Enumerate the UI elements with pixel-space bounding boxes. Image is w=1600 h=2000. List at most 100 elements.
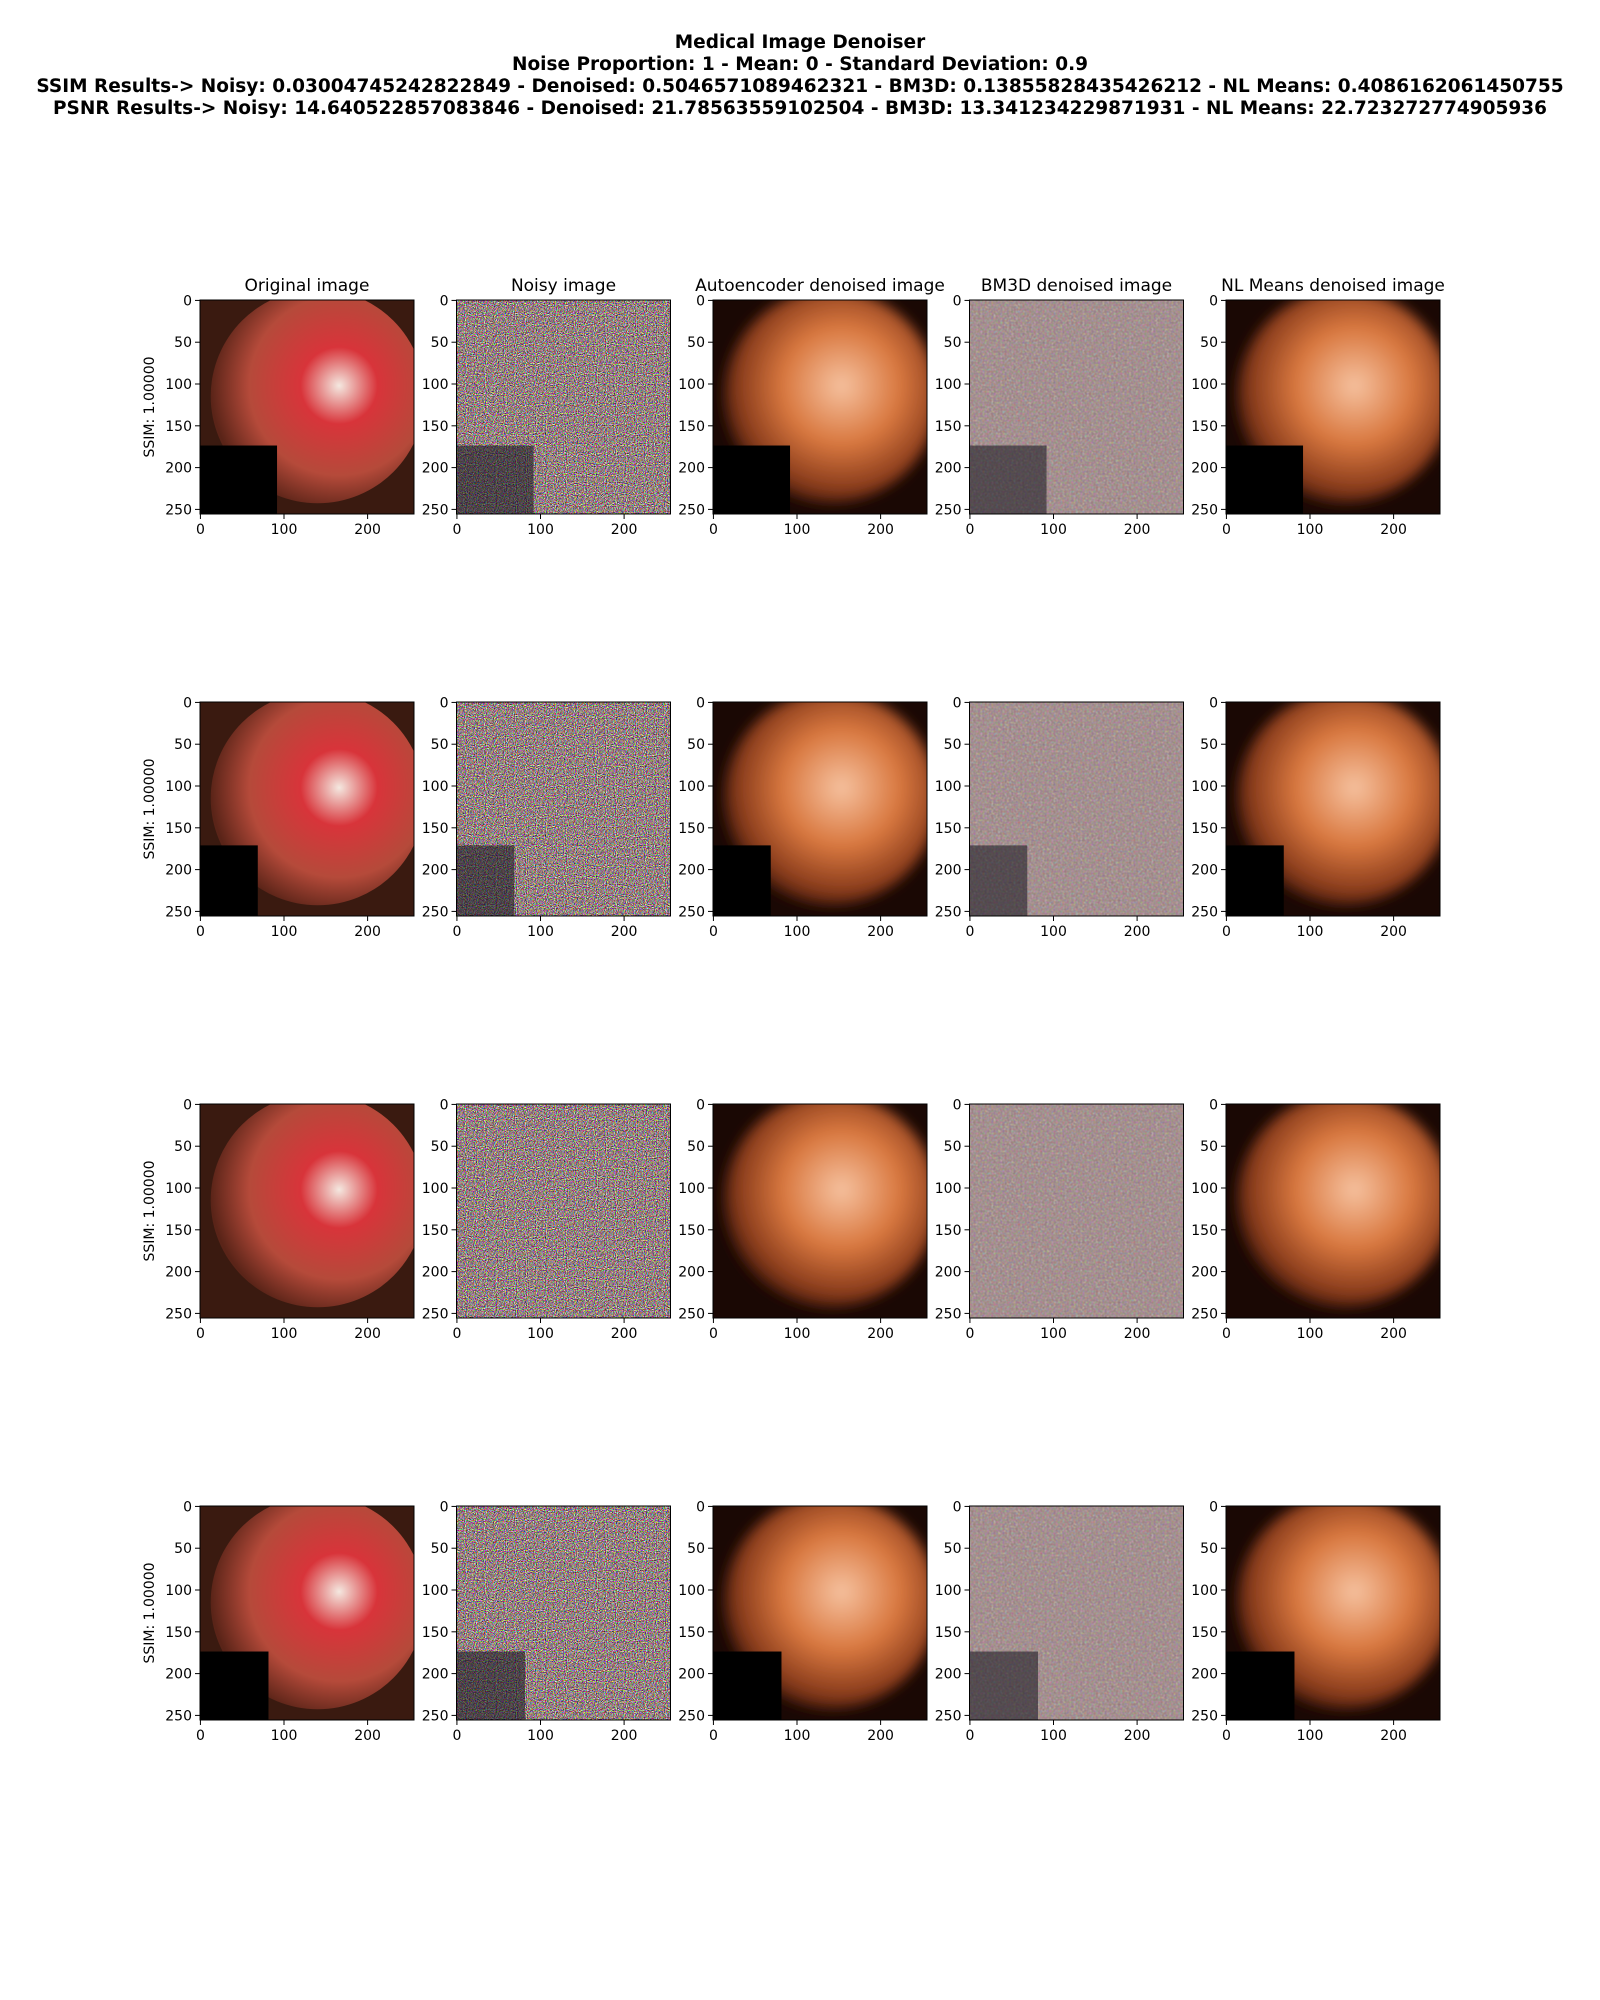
y-tick-label: 150 [1191, 1625, 1218, 1641]
y-tick-label: 250 [422, 904, 449, 920]
mask-square [713, 845, 771, 916]
image-panel: 0 100 200 0 50 100 150 200 250 [1191, 695, 1441, 940]
image [713, 1104, 927, 1318]
image-panel: 0 100 200 0 50 100 150 200 250 [422, 1097, 671, 1342]
y-tick-label: 200 [165, 1265, 192, 1281]
y-tick-label: 50 [687, 1139, 705, 1155]
y-tick-label: 0 [953, 293, 962, 309]
axes-frame [1225, 299, 1441, 515]
axes-frame [969, 1505, 1184, 1721]
image [969, 702, 1184, 916]
x-tick-label: 200 [867, 924, 894, 940]
y-tick-label: 200 [422, 1265, 449, 1281]
image-panel: 0 100 200 0 50 100 150 200 250 [422, 695, 671, 940]
x-tick-label: 200 [867, 1326, 894, 1342]
image [713, 702, 927, 916]
y-tick-label: 0 [696, 1499, 705, 1515]
y-tick-label: 250 [1191, 1708, 1218, 1724]
column-title: Autoencoder denoised image [695, 276, 945, 296]
y-tick-label: 200 [422, 863, 449, 879]
y-tick-label: 200 [165, 863, 192, 879]
y-tick-label: 250 [422, 1306, 449, 1322]
ssim-label: SSIM: 1.00000 [142, 1562, 158, 1663]
y-tick-label: 0 [1209, 1499, 1218, 1515]
axes-frame [199, 701, 415, 917]
noise-params: Noise Proportion: 1 - Mean: 0 - Standard… [512, 54, 1088, 75]
x-tick-label: 100 [1040, 522, 1067, 538]
axes-frame [456, 1505, 671, 1721]
y-tick-label: 200 [165, 461, 192, 477]
y-tick-label: 250 [165, 502, 192, 518]
image-bg [969, 1104, 1184, 1318]
x-tick-label: 0 [196, 522, 205, 538]
mask-square [200, 445, 278, 514]
y-tick-label: 50 [431, 1541, 449, 1557]
y-tick-label: 150 [935, 419, 962, 435]
x-tick-label: 200 [1380, 522, 1407, 538]
image-panel: 0 100 200 0 50 100 150 200 250 [935, 1097, 1184, 1342]
image-panel: 0 100 200 0 50 100 150 200 250 [1191, 1097, 1441, 1342]
y-tick-label: 200 [678, 461, 705, 477]
y-tick-label: 250 [935, 1306, 962, 1322]
image-blob [1236, 702, 1440, 906]
ssim-label: SSIM: 1.00000 [142, 356, 158, 457]
y-tick-label: 150 [422, 1223, 449, 1239]
x-tick-label: 100 [1297, 1728, 1324, 1744]
y-tick-label: 0 [440, 1097, 449, 1113]
mask-square [456, 845, 515, 916]
y-tick-label: 250 [935, 904, 962, 920]
image [969, 1104, 1184, 1318]
image-panel: 0 100 200 0 50 100 150 200 250 [678, 1499, 928, 1744]
image-panel: 0 100 200 0 50 100 150 200 250 [1191, 293, 1441, 538]
y-tick-label: 50 [431, 1139, 449, 1155]
x-tick-label: 0 [709, 1728, 718, 1744]
image-panel: 0 100 200 0 50 100 150 200 250 [165, 1499, 415, 1744]
y-tick-label: 100 [1191, 779, 1218, 795]
y-tick-label: 250 [1191, 1306, 1218, 1322]
x-tick-label: 100 [271, 924, 298, 940]
y-tick-label: 0 [440, 293, 449, 309]
axes-frame [712, 701, 928, 917]
x-tick-label: 200 [611, 1326, 638, 1342]
y-tick-label: 250 [422, 502, 449, 518]
axes-frame [1225, 1505, 1441, 1721]
image-panel: 0 100 200 0 50 100 150 200 250 [165, 695, 415, 940]
x-tick-label: 200 [354, 1728, 381, 1744]
image-panel: 0 100 200 0 50 100 150 200 250 [678, 1097, 928, 1342]
axes-frame [969, 1103, 1184, 1319]
y-tick-label: 200 [678, 1265, 705, 1281]
image [1226, 1104, 1440, 1318]
image-panel: 0 100 200 0 50 100 150 200 250 [422, 1499, 671, 1744]
y-tick-label: 150 [422, 419, 449, 435]
y-tick-label: 100 [1191, 377, 1218, 393]
x-tick-label: 100 [1040, 1326, 1067, 1342]
image [713, 1506, 927, 1720]
y-tick-label: 50 [687, 1541, 705, 1557]
x-tick-label: 0 [196, 924, 205, 940]
y-tick-label: 250 [678, 1708, 705, 1724]
image [713, 300, 927, 514]
y-tick-label: 200 [935, 863, 962, 879]
x-tick-label: 0 [452, 522, 461, 538]
y-tick-label: 50 [687, 737, 705, 753]
x-tick-label: 0 [196, 1728, 205, 1744]
x-tick-label: 100 [271, 1728, 298, 1744]
axes-frame [456, 701, 671, 917]
image [1226, 702, 1440, 916]
x-tick-label: 0 [965, 1326, 974, 1342]
x-tick-label: 200 [354, 1326, 381, 1342]
axes-frame [456, 299, 671, 515]
image-blob [723, 702, 927, 906]
y-tick-label: 150 [1191, 419, 1218, 435]
x-tick-label: 200 [611, 924, 638, 940]
x-tick-label: 100 [784, 522, 811, 538]
x-tick-label: 100 [1040, 1728, 1067, 1744]
y-tick-label: 50 [1200, 335, 1218, 351]
axes-frame [1225, 701, 1441, 917]
y-tick-label: 0 [183, 695, 192, 711]
image-bg [456, 1104, 671, 1318]
y-tick-label: 250 [165, 904, 192, 920]
y-tick-label: 0 [183, 293, 192, 309]
image-panel: 0 100 200 0 50 100 150 200 250 [678, 695, 928, 940]
image-panel: 0 100 200 0 50 100 150 200 250 [165, 1097, 415, 1342]
